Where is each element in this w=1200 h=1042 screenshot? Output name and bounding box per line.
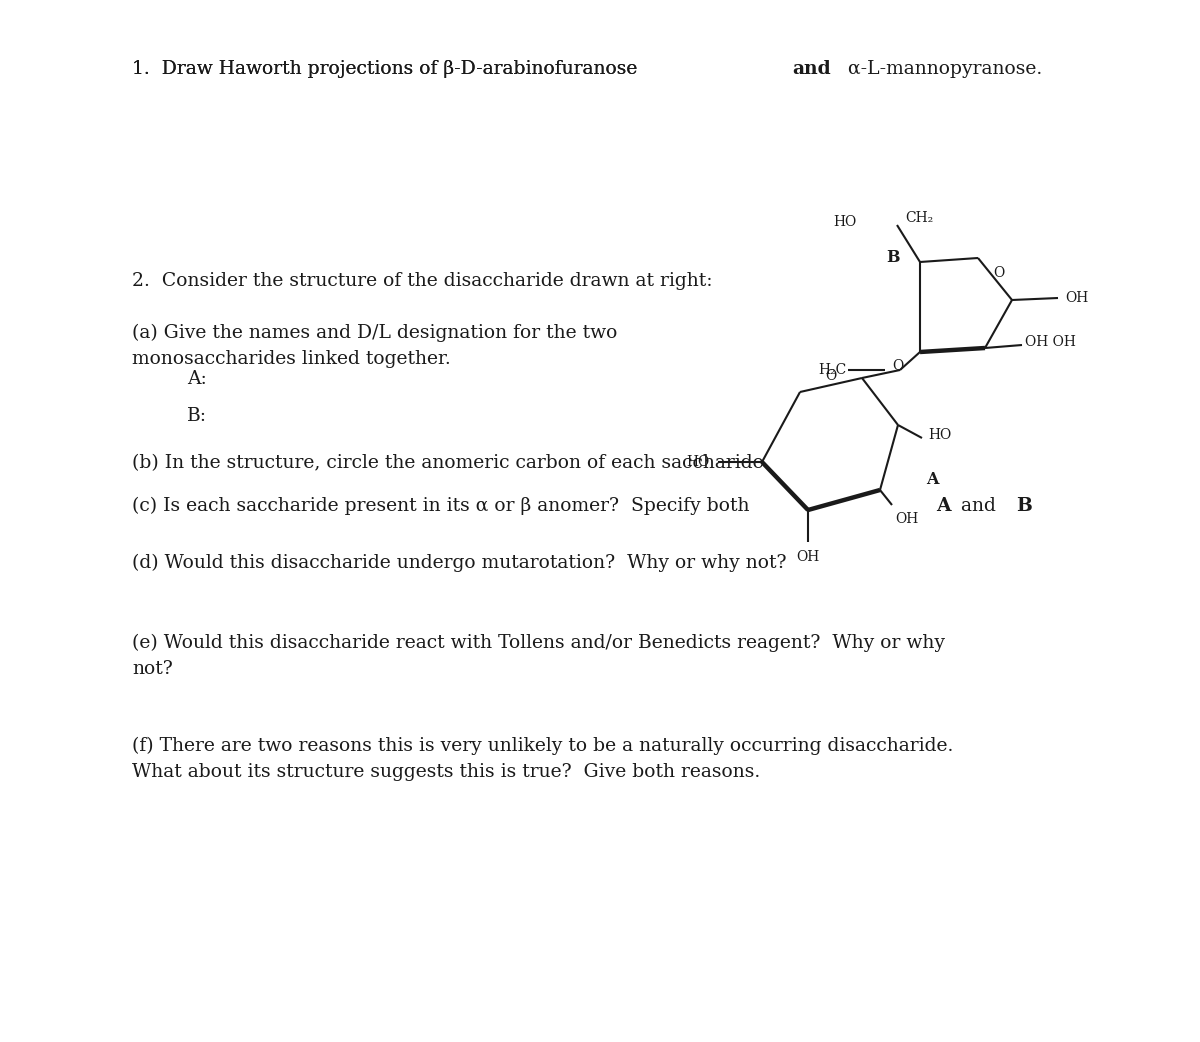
Text: and: and (792, 60, 830, 78)
Text: H₂C: H₂C (818, 363, 847, 377)
Text: 1.  Draw Haworth projections of β-D-arabinofuranose: 1. Draw Haworth projections of β-D-arabi… (132, 60, 643, 78)
Text: OH OH: OH OH (1025, 334, 1076, 349)
Text: HO: HO (834, 215, 857, 229)
Text: (c) Is each saccharide present in its α or β anomer?  Specify both: (c) Is each saccharide present in its α … (132, 497, 756, 515)
Text: OH: OH (895, 512, 918, 526)
Text: B: B (887, 249, 900, 267)
Text: 1.  Draw Haworth projections of β-D-arabinofuranose: 1. Draw Haworth projections of β-D-arabi… (132, 60, 643, 78)
Text: A: A (936, 497, 952, 515)
Text: A: A (925, 471, 938, 489)
Text: O: O (826, 369, 836, 383)
Text: OH: OH (797, 550, 820, 564)
Text: A:: A: (187, 370, 206, 388)
Text: B: B (1015, 497, 1032, 515)
Text: (b) In the structure, circle the anomeric carbon of each saccharide.: (b) In the structure, circle the anomeri… (132, 454, 769, 472)
Text: O: O (893, 359, 904, 373)
Text: HO: HO (928, 428, 952, 442)
Text: (d) Would this disaccharide undergo mutarotation?  Why or why not?: (d) Would this disaccharide undergo muta… (132, 554, 786, 572)
Text: and: and (955, 497, 1002, 515)
Text: HO: HO (686, 455, 710, 469)
Text: CH₂: CH₂ (905, 210, 934, 225)
Text: OH: OH (1066, 291, 1088, 305)
Text: (f) There are two reasons this is very unlikely to be a naturally occurring disa: (f) There are two reasons this is very u… (132, 737, 953, 780)
Text: (e) Would this disaccharide react with Tollens and/or Benedicts reagent?  Why or: (e) Would this disaccharide react with T… (132, 634, 946, 678)
Text: (a) Give the names and D/L designation for the two
monosaccharides linked togeth: (a) Give the names and D/L designation f… (132, 324, 617, 368)
Text: B:: B: (187, 407, 208, 425)
Text: α-L-mannopyranose.: α-L-mannopyranose. (842, 60, 1042, 78)
Text: O: O (994, 266, 1004, 280)
Text: 2.  Consider the structure of the disaccharide drawn at right:: 2. Consider the structure of the disacch… (132, 272, 713, 290)
